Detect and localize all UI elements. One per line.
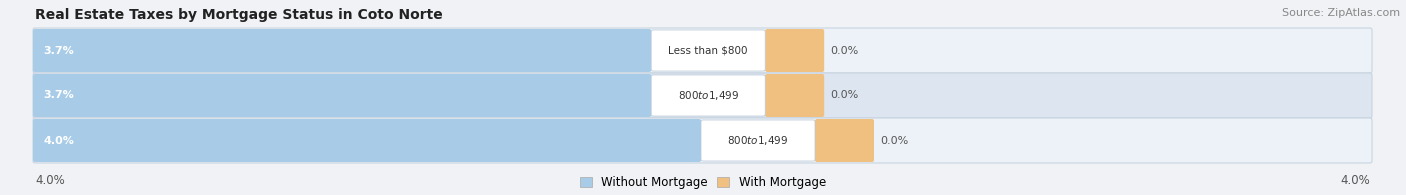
FancyBboxPatch shape [32, 28, 1372, 73]
FancyBboxPatch shape [651, 30, 765, 71]
Text: $800 to $1,499: $800 to $1,499 [678, 89, 738, 102]
FancyBboxPatch shape [32, 29, 651, 72]
FancyBboxPatch shape [32, 118, 1372, 163]
Text: 4.0%: 4.0% [1340, 174, 1369, 187]
FancyBboxPatch shape [765, 74, 824, 117]
Legend: Without Mortgage, With Mortgage: Without Mortgage, With Mortgage [581, 176, 825, 189]
Text: 4.0%: 4.0% [35, 174, 65, 187]
Text: 3.7%: 3.7% [44, 45, 73, 56]
Text: $800 to $1,499: $800 to $1,499 [727, 134, 789, 147]
FancyBboxPatch shape [32, 73, 1372, 118]
Text: 3.7%: 3.7% [44, 90, 73, 100]
Text: 4.0%: 4.0% [44, 136, 75, 145]
Text: Real Estate Taxes by Mortgage Status in Coto Norte: Real Estate Taxes by Mortgage Status in … [35, 8, 443, 22]
Text: Source: ZipAtlas.com: Source: ZipAtlas.com [1282, 8, 1400, 18]
FancyBboxPatch shape [651, 75, 765, 116]
Text: 0.0%: 0.0% [830, 90, 859, 100]
Text: 0.0%: 0.0% [830, 45, 859, 56]
FancyBboxPatch shape [765, 29, 824, 72]
FancyBboxPatch shape [32, 119, 702, 162]
Text: Less than $800: Less than $800 [668, 45, 748, 56]
Text: 0.0%: 0.0% [880, 136, 908, 145]
FancyBboxPatch shape [702, 120, 815, 161]
FancyBboxPatch shape [815, 119, 875, 162]
FancyBboxPatch shape [32, 74, 651, 117]
